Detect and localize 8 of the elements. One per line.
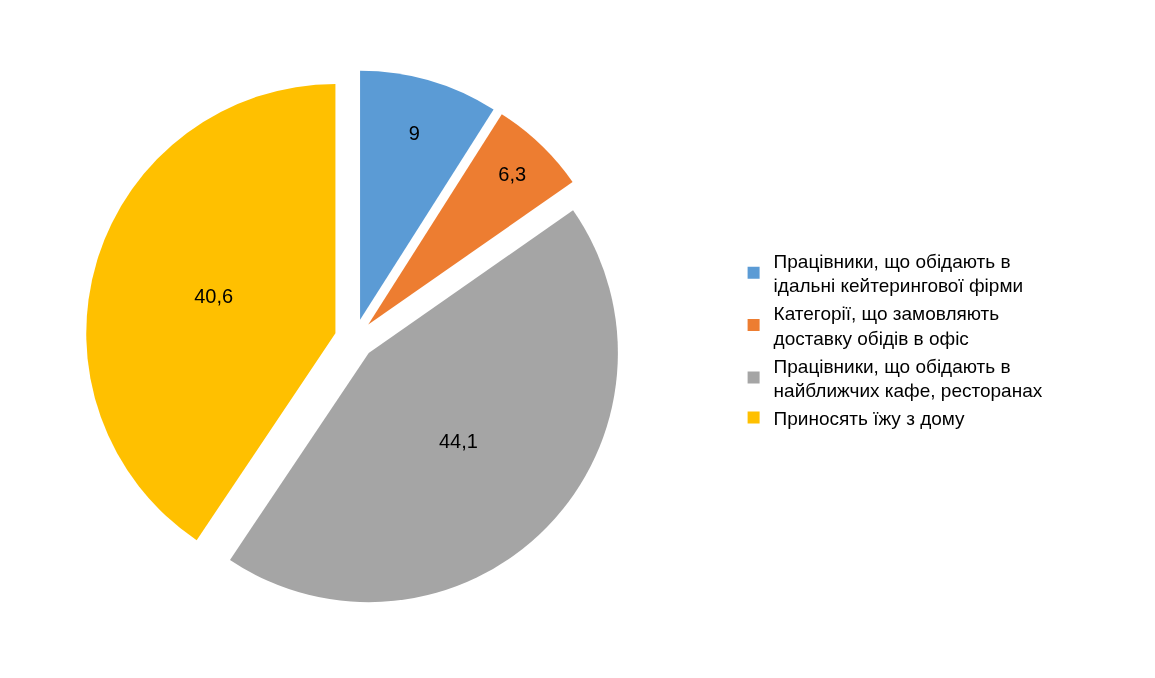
legend-label: Категорії, що замовляють доставку обідів в офіс [773,303,1000,349]
data-label: 9 [408,121,420,144]
legend-label: Працівники, що обідають в найближчих кафе, ресторанах [773,355,1043,402]
legend-label: Працівники, що обідають в ідальні кейтерингової фірми [773,250,1024,297]
data-label: 44,1 [438,429,478,452]
data-label: 40,6 [194,285,234,308]
legend-label: Приносять їжу з дому [773,407,966,429]
data-label: 6,3 [498,163,527,186]
